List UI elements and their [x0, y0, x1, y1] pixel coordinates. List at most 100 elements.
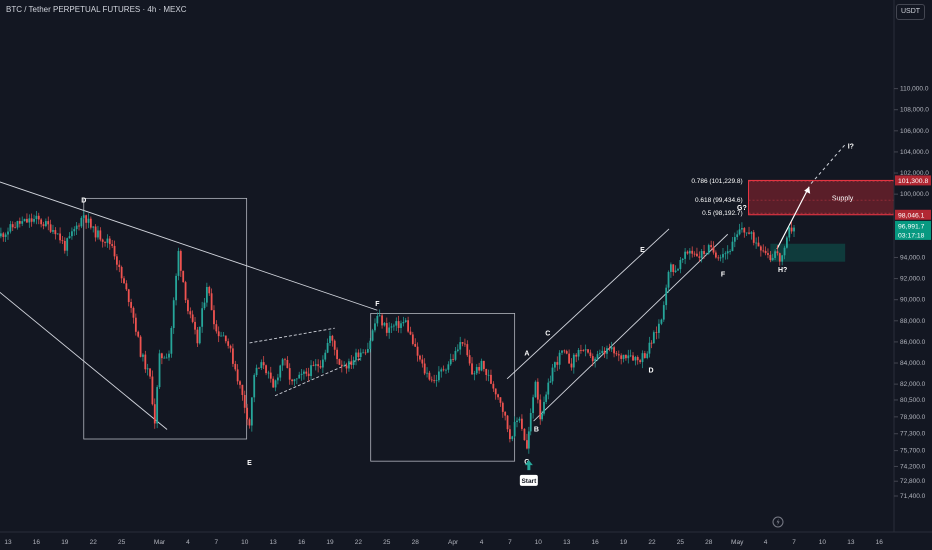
- candle-body: [402, 322, 405, 324]
- price-label: 101,300.8: [898, 178, 928, 185]
- candle-body: [400, 323, 402, 328]
- candle-body: [35, 215, 38, 220]
- candle-body: [163, 357, 166, 359]
- candle-body: [606, 348, 608, 354]
- wave-label: E: [247, 460, 252, 467]
- candle-body: [172, 300, 175, 329]
- candle-body: [404, 320, 407, 323]
- candle-body: [499, 397, 502, 403]
- candle-body: [475, 367, 478, 374]
- candle-body: [570, 363, 573, 368]
- x-tick-label: 10: [535, 539, 543, 546]
- y-tick-label: 102,000.0: [900, 170, 929, 177]
- candle-body: [771, 257, 774, 261]
- rising-channel-lower: [533, 233, 729, 422]
- candle-body: [37, 215, 40, 220]
- candle-body: [94, 226, 97, 238]
- candle-body: [220, 335, 222, 337]
- candle-body: [276, 377, 279, 381]
- candle-body: [577, 349, 580, 357]
- candle-body: [485, 368, 488, 375]
- candle-body: [589, 352, 592, 357]
- x-tick-label: 19: [620, 539, 628, 546]
- candle-body: [99, 230, 102, 240]
- triangle-box-2: [370, 313, 516, 462]
- candle-body: [343, 365, 346, 367]
- candle-body: [504, 411, 507, 416]
- candle-body: [151, 376, 154, 405]
- candle-body: [677, 269, 679, 271]
- candle-body: [643, 353, 646, 358]
- candle-body: [108, 238, 111, 245]
- candle-body: [215, 324, 218, 332]
- x-tick-label: 4: [480, 539, 484, 546]
- x-tick-label: 25: [118, 539, 126, 546]
- start-arrow: [524, 460, 533, 471]
- candle-body: [568, 353, 570, 364]
- candle-body: [397, 321, 400, 328]
- candle-body: [414, 343, 417, 347]
- x-tick-label: 7: [215, 539, 219, 546]
- price-axis: 71,400.0 72,800.0 74,200.0 75,700.0 77,300.0…: [894, 86, 929, 500]
- candle-body: [255, 367, 258, 376]
- candle-body: [707, 245, 710, 254]
- x-tick-label: 13: [847, 539, 855, 546]
- y-tick-label: 106,000.0: [900, 128, 929, 135]
- candle-body: [156, 387, 159, 424]
- candle-body: [547, 382, 550, 395]
- candle-body: [724, 253, 727, 255]
- supply-label: Supply: [832, 196, 854, 203]
- candle-body: [352, 360, 355, 365]
- candle-body: [494, 388, 497, 395]
- candle-body: [118, 264, 121, 268]
- y-tick-label: 78,900.0: [900, 414, 926, 421]
- x-tick-label: 16: [298, 539, 306, 546]
- candle-body: [416, 346, 419, 356]
- candle-body: [213, 310, 215, 325]
- candle-body: [594, 358, 597, 362]
- currency-button[interactable]: USDT: [896, 4, 925, 20]
- candle-body: [260, 362, 263, 369]
- x-tick-label: 13: [270, 539, 278, 546]
- candle-body: [388, 327, 391, 333]
- candle-body: [210, 293, 213, 311]
- candle-body: [506, 415, 509, 430]
- x-tick-label: 25: [383, 539, 391, 546]
- candle-body: [516, 420, 518, 423]
- candle-body: [142, 354, 144, 357]
- candle-body: [743, 228, 746, 233]
- candle-body: [191, 314, 194, 322]
- candle-body: [33, 219, 35, 222]
- candle-body: [703, 251, 705, 255]
- candle-body: [698, 256, 701, 258]
- candle-body: [234, 363, 237, 370]
- candle-body: [359, 352, 362, 358]
- candle-body: [291, 379, 293, 382]
- candle-body: [187, 300, 189, 312]
- candle-body: [127, 289, 130, 303]
- candle-body: [615, 353, 618, 355]
- candle-body: [281, 359, 284, 366]
- candle-body: [762, 250, 765, 252]
- candle-body: [293, 379, 296, 382]
- candle-body: [331, 335, 334, 341]
- candle-body: [745, 232, 748, 234]
- candle-body: [338, 359, 341, 365]
- drawings-layer: [0, 143, 847, 462]
- candle-body: [584, 349, 587, 351]
- candle-body: [68, 236, 71, 239]
- y-tick-label: 110,000.0: [900, 86, 929, 93]
- candle-body: [598, 353, 601, 355]
- candle-body: [650, 342, 653, 344]
- candle-body: [705, 253, 708, 255]
- candle-body: [670, 264, 672, 272]
- candle-body: [184, 282, 187, 301]
- candle-body: [688, 250, 691, 254]
- candle-body: [407, 320, 410, 332]
- candle-body: [369, 340, 372, 349]
- candle-body: [490, 374, 492, 384]
- candle-body: [582, 349, 585, 351]
- candle-body: [317, 364, 320, 367]
- descending-trendline-upper: [0, 181, 378, 311]
